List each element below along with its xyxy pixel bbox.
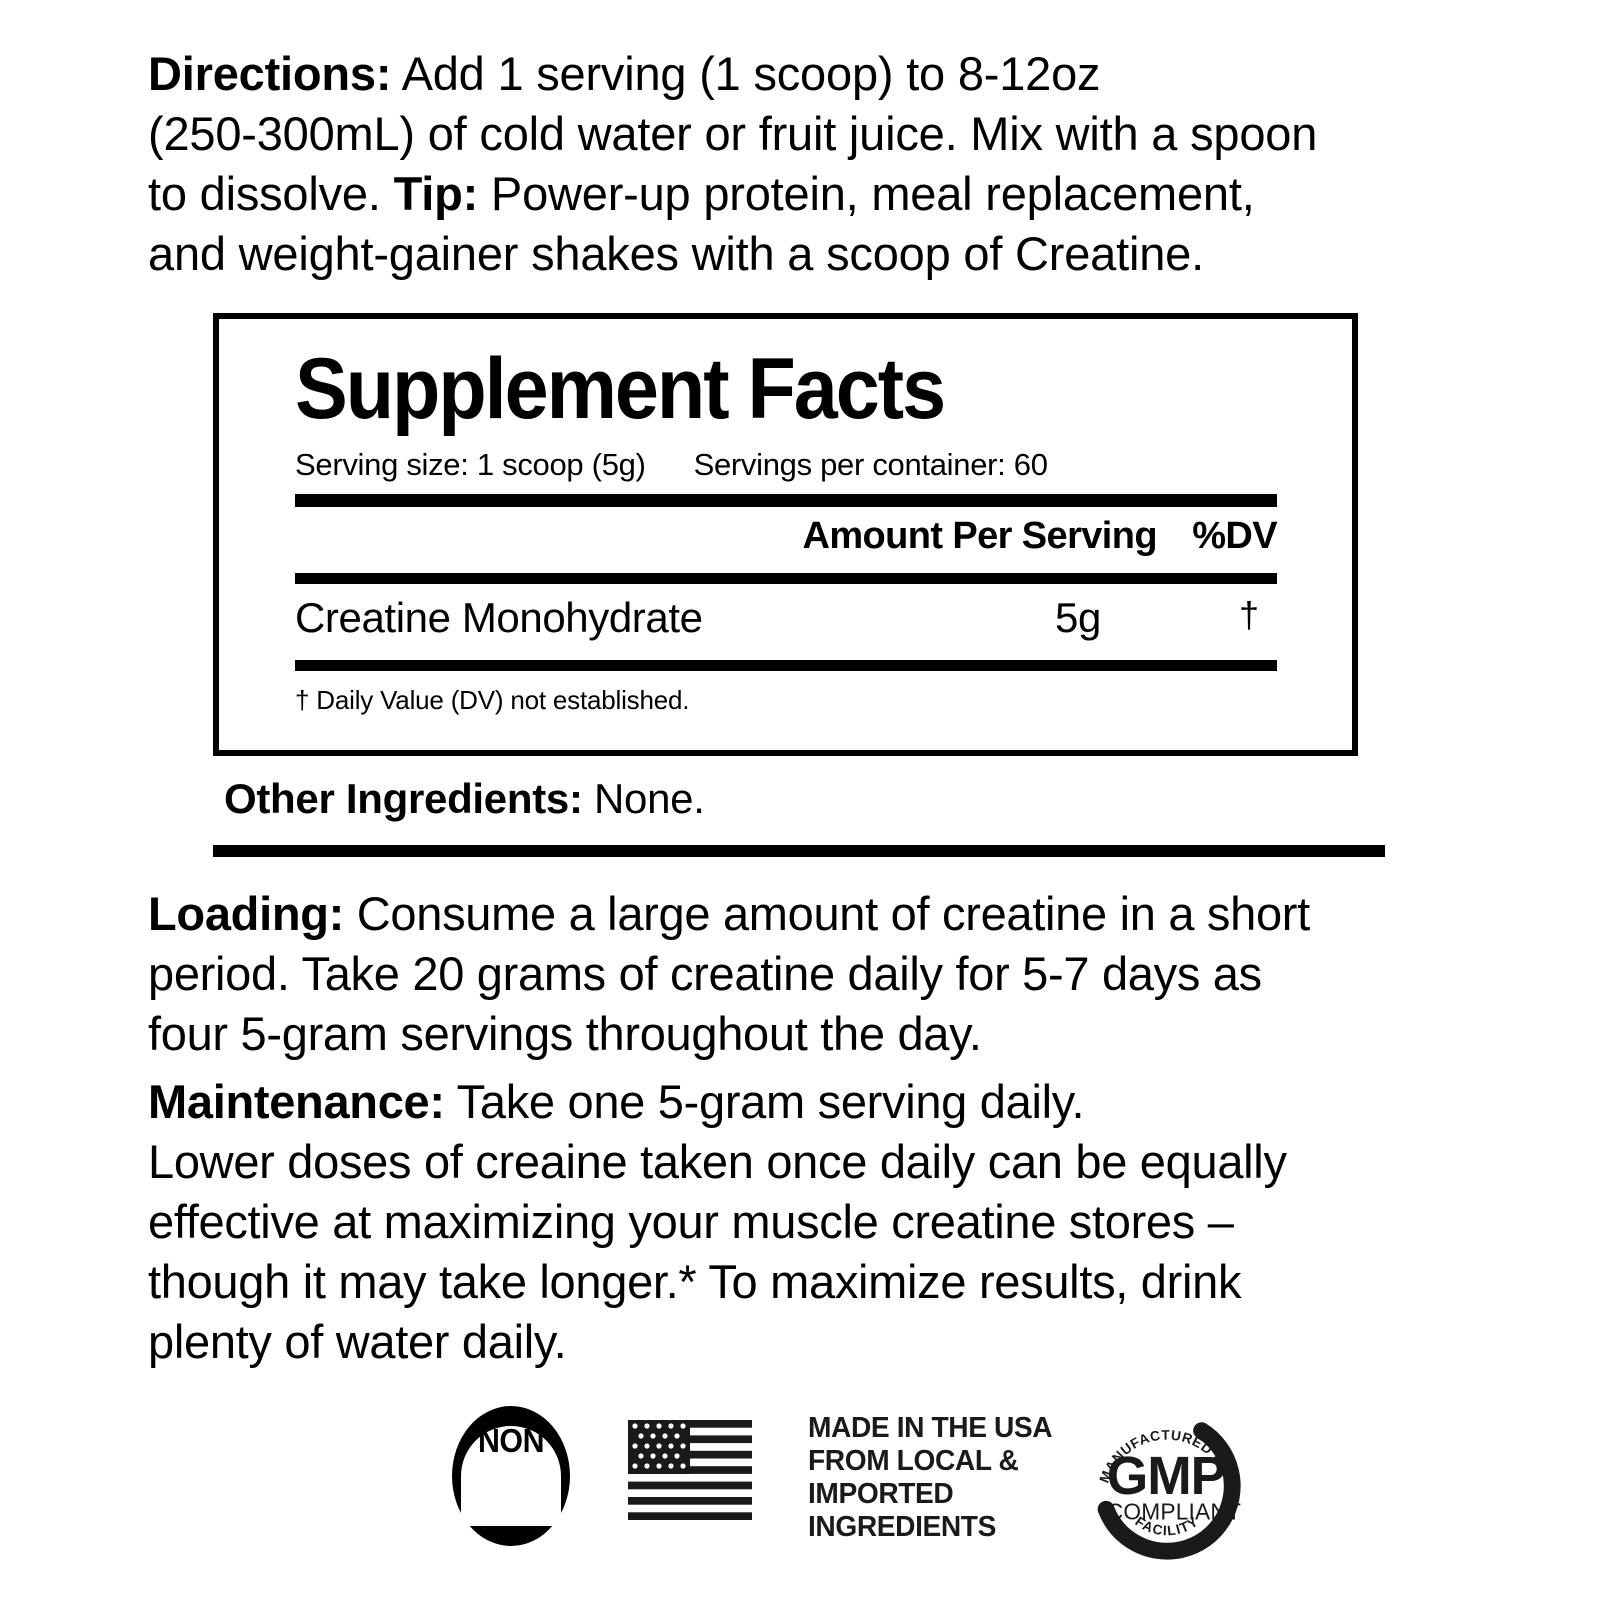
- usa-vertical-text-svg: USA: [754, 1417, 798, 1535]
- maintenance-line-3: effective at maximizing your muscle crea…: [148, 1192, 1478, 1252]
- certification-badge-row: NON GMO: [0, 1398, 1600, 1578]
- serving-info-row: Serving size: 1 scoop (5g) Servings per c…: [295, 447, 1277, 483]
- tip-heading: Tip:: [393, 167, 479, 220]
- other-ingredients-value: None.: [594, 775, 705, 822]
- maintenance-line-1: Maintenance: Take one 5-gram serving dai…: [148, 1072, 1478, 1132]
- rule-under-amount-header: [295, 573, 1277, 584]
- maintenance-text-3: effective at maximizing your muscle crea…: [148, 1195, 1234, 1248]
- percent-dv-header: %DV: [1192, 515, 1277, 557]
- table-row: Creatine Monohydrate 5g †: [295, 588, 1277, 660]
- servings-per-container: Servings per container: 60: [693, 447, 1048, 482]
- rule-under-serving: [295, 494, 1277, 507]
- other-ingredients-row: Other Ingredients: None.: [224, 775, 705, 823]
- non-gmo-icon: NON GMO: [452, 1406, 570, 1546]
- directions-line-1: Directions: Add 1 serving (1 scoop) to 8…: [148, 44, 1468, 104]
- ingredient-name: Creatine Monohydrate: [295, 594, 703, 641]
- loading-heading: Loading:: [148, 887, 344, 940]
- directions-line-3: to dissolve. Tip: Power-up protein, meal…: [148, 164, 1468, 224]
- maintenance-line-2: Lower doses of creaine taken once daily …: [148, 1132, 1478, 1192]
- non-gmo-bottom-label: GMO: [468, 1478, 554, 1522]
- amount-header-row: Amount Per Serving %DV: [295, 509, 1278, 573]
- ingredient-amount: 5g: [1055, 594, 1101, 641]
- gmp-center-label: GMP: [1107, 1447, 1226, 1506]
- supplement-facts-inner: Supplement Facts Serving size: 1 scoop (…: [295, 319, 1278, 716]
- maintenance-heading: Maintenance:: [148, 1075, 445, 1128]
- made-in-usa-line-3: IMPORTED: [808, 1478, 954, 1510]
- other-ingredients-label: Other Ingredients:: [224, 775, 583, 822]
- loading-line-3: four 5-gram servings throughout the day.: [148, 1004, 1478, 1064]
- directions-text-3: to dissolve.: [148, 167, 381, 220]
- divider-rule: [213, 845, 1385, 857]
- directions-text-2: (250-300mL) of cold water or fruit juice…: [148, 107, 1318, 160]
- directions-text-1: Add 1 serving (1 scoop) to 8-12oz: [401, 47, 1101, 100]
- daily-value-footnote: † Daily Value (DV) not established.: [295, 685, 690, 715]
- loading-text-1: Consume a large amount of creatine in a …: [356, 887, 1310, 940]
- non-gmo-dome: [461, 1426, 561, 1526]
- gmp-seal-svg: MANUFACTURED IN A FACILITY GMP COMPLIANT: [1093, 1412, 1241, 1560]
- maintenance-text-2: Lower doses of creaine taken once daily …: [148, 1135, 1287, 1188]
- supplement-facts-box: Supplement Facts Serving size: 1 scoop (…: [213, 313, 1358, 756]
- maintenance-line-4: though it may take longer.* To maximize …: [148, 1252, 1478, 1312]
- loading-text-2: period. Take 20 grams of creatine daily …: [148, 947, 1262, 1000]
- tip-text-2: and weight-gainer shakes with a scoop of…: [148, 227, 1204, 280]
- made-in-usa-line-4: INGREDIENTS: [808, 1511, 996, 1543]
- non-gmo-top-label: NON: [477, 1422, 545, 1459]
- maintenance-text-1: Take one 5-gram serving daily.: [456, 1075, 1085, 1128]
- tip-text-1: Power-up protein, meal replacement,: [490, 167, 1255, 220]
- loading-line-1: Loading: Consume a large amount of creat…: [148, 884, 1478, 944]
- gmp-compliant-label: COMPLIANT: [1107, 1499, 1241, 1525]
- gmp-compliant-icon: MANUFACTURED IN A FACILITY GMP COMPLIANT: [1083, 1398, 1251, 1568]
- ingredient-dv: †: [1238, 594, 1259, 635]
- directions-heading: Directions:: [148, 47, 392, 100]
- rule-under-ingredient: [295, 660, 1277, 671]
- directions-line-2: (250-300mL) of cold water or fruit juice…: [148, 104, 1468, 164]
- loading-text-3: four 5-gram servings throughout the day.: [148, 1007, 982, 1060]
- maintenance-text-5: plenty of water daily.: [148, 1315, 567, 1368]
- directions-line-4: and weight-gainer shakes with a scoop of…: [148, 224, 1468, 284]
- supplement-facts-title: Supplement Facts: [295, 341, 946, 437]
- loading-line-2: period. Take 20 grams of creatine daily …: [148, 944, 1478, 1004]
- made-in-usa-text-block: MADE IN THE USA FROM LOCAL & IMPORTED IN…: [808, 1412, 1068, 1544]
- maintenance-text-4: though it may take longer.* To maximize …: [148, 1255, 1242, 1308]
- serving-size: Serving size: 1 scoop (5g): [295, 447, 646, 482]
- usa-flag-svg: [628, 1420, 766, 1520]
- amount-per-serving-header: Amount Per Serving: [802, 515, 1158, 557]
- directions-section: Directions: Add 1 serving (1 scoop) to 8…: [148, 44, 1468, 284]
- made-in-usa-line-1: MADE IN THE USA: [808, 1412, 1053, 1444]
- maintenance-line-5: plenty of water daily.: [148, 1312, 1478, 1372]
- made-in-usa-line-2: FROM LOCAL &: [808, 1445, 1019, 1477]
- usage-section: Loading: Consume a large amount of creat…: [148, 884, 1478, 1372]
- usa-flag-icon: USA: [628, 1420, 798, 1532]
